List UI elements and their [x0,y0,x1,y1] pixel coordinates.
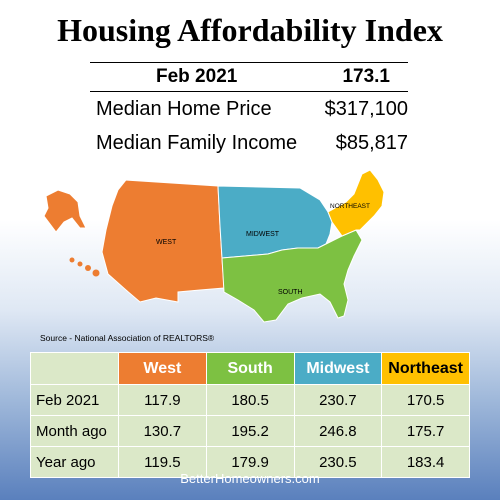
table-cell: 180.5 [205,384,295,416]
column-header-south: South [205,352,295,385]
table-header-row: West South Midwest Northeast [30,352,470,385]
page-title: Housing Affordability Index [57,12,443,48]
region-label-northeast: NORTHEAST [330,203,370,210]
region-northeast [327,170,385,237]
region-west-alaska [43,189,87,233]
region-west-hawaii-3 [85,265,91,271]
table-cell: 183.4 [381,446,470,478]
region-west-hawaii-2 [77,261,83,267]
table-cell: 246.8 [293,415,383,447]
region-label-midwest: MIDWEST [246,231,280,238]
table-cell: 119.5 [118,446,207,478]
region-west-hawaii-1 [69,257,75,263]
table-cell: 230.7 [293,384,383,416]
table-row: Month ago 130.7 195.2 246.8 175.7 [30,415,470,447]
summary-header-row: Feb 2021 173.1 [90,62,408,92]
region-south [221,229,363,323]
region-index-table: West South Midwest Northeast Feb 2021 11… [30,352,470,478]
summary-row-label: Median Family Income [96,131,298,154]
table-cell: 175.7 [381,415,470,447]
row-label: Feb 2021 [30,384,119,416]
source-note: Source - National Association of REALTOR… [40,333,215,343]
table-cell: 170.5 [381,384,470,416]
summary-row-label: Median Home Price [96,97,272,120]
table-corner-cell [30,352,119,385]
summary-row-value: $85,817 [335,131,408,154]
column-header-northeast: Northeast [381,352,470,385]
summary-row-value: $317,100 [324,97,408,120]
summary-table: Feb 2021 173.1 Median Home Price $317,10… [90,62,408,160]
region-west-hawaii-4 [92,269,100,277]
row-label: Year ago [30,446,119,478]
table-cell: 195.2 [205,415,295,447]
table-row: Year ago 119.5 179.9 230.5 183.4 [30,446,470,478]
summary-index: 173.1 [316,62,408,92]
table-row: Feb 2021 117.9 180.5 230.7 170.5 [30,384,470,416]
region-label-west: WEST [156,239,177,246]
column-header-midwest: Midwest [293,352,383,385]
row-label: Month ago [30,415,119,447]
footer-brand: BetterHomeowners.com [180,471,320,486]
summary-period: Feb 2021 [90,62,317,92]
table-cell: 130.7 [118,415,207,447]
column-header-west: West [118,352,207,385]
summary-row-price: Median Home Price $317,100 [90,92,408,127]
summary-row-income: Median Family Income $85,817 [90,126,408,160]
region-label-south: SOUTH [278,289,303,296]
region-midwest [217,185,333,259]
us-regions-map: WEST MIDWEST SOUTH NORTHEAST [43,170,385,323]
table-cell: 117.9 [118,384,207,416]
